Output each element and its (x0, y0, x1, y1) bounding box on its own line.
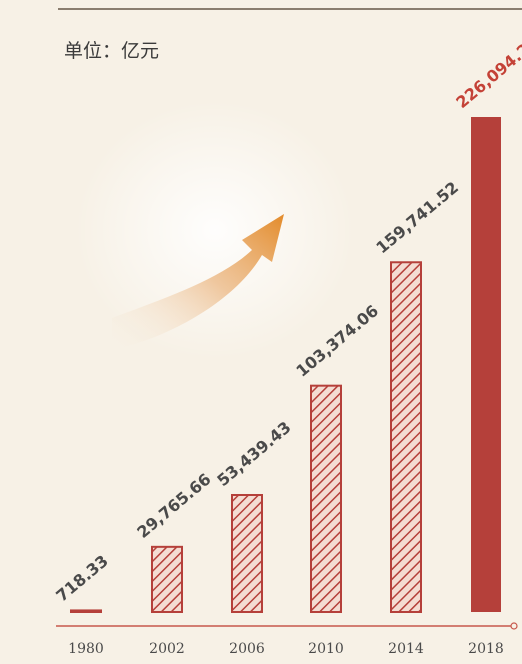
data-label-1980: 718.33 (52, 551, 112, 605)
x-tick-label-2018: 2018 (468, 641, 504, 657)
bar-1980 (70, 609, 102, 613)
x-tick-label-2010: 2010 (308, 641, 344, 657)
bar-2006 (231, 494, 263, 613)
unit-label: 单位：亿元 (64, 40, 160, 62)
data-label-2014: 159,741.52 (372, 178, 462, 258)
data-label-2002: 29,765.66 (133, 469, 214, 541)
bar-2002 (151, 545, 183, 613)
bar-2010 (310, 384, 342, 613)
trend-arrow-icon (112, 214, 284, 350)
x-tick-label-2006: 2006 (229, 641, 265, 657)
top-divider-line (58, 8, 522, 10)
bar-2018 (471, 117, 501, 612)
background-glow (75, 100, 355, 360)
data-label-2006: 53,439.43 (213, 418, 294, 490)
axis-end-marker (510, 622, 518, 630)
x-tick-label-1980: 1980 (68, 641, 104, 657)
bar-2014 (390, 261, 422, 613)
x-tick-label-2014: 2014 (388, 641, 424, 657)
data-label-2018: 226,094.2 (452, 40, 522, 112)
x-tick-label-2002: 2002 (149, 641, 185, 657)
